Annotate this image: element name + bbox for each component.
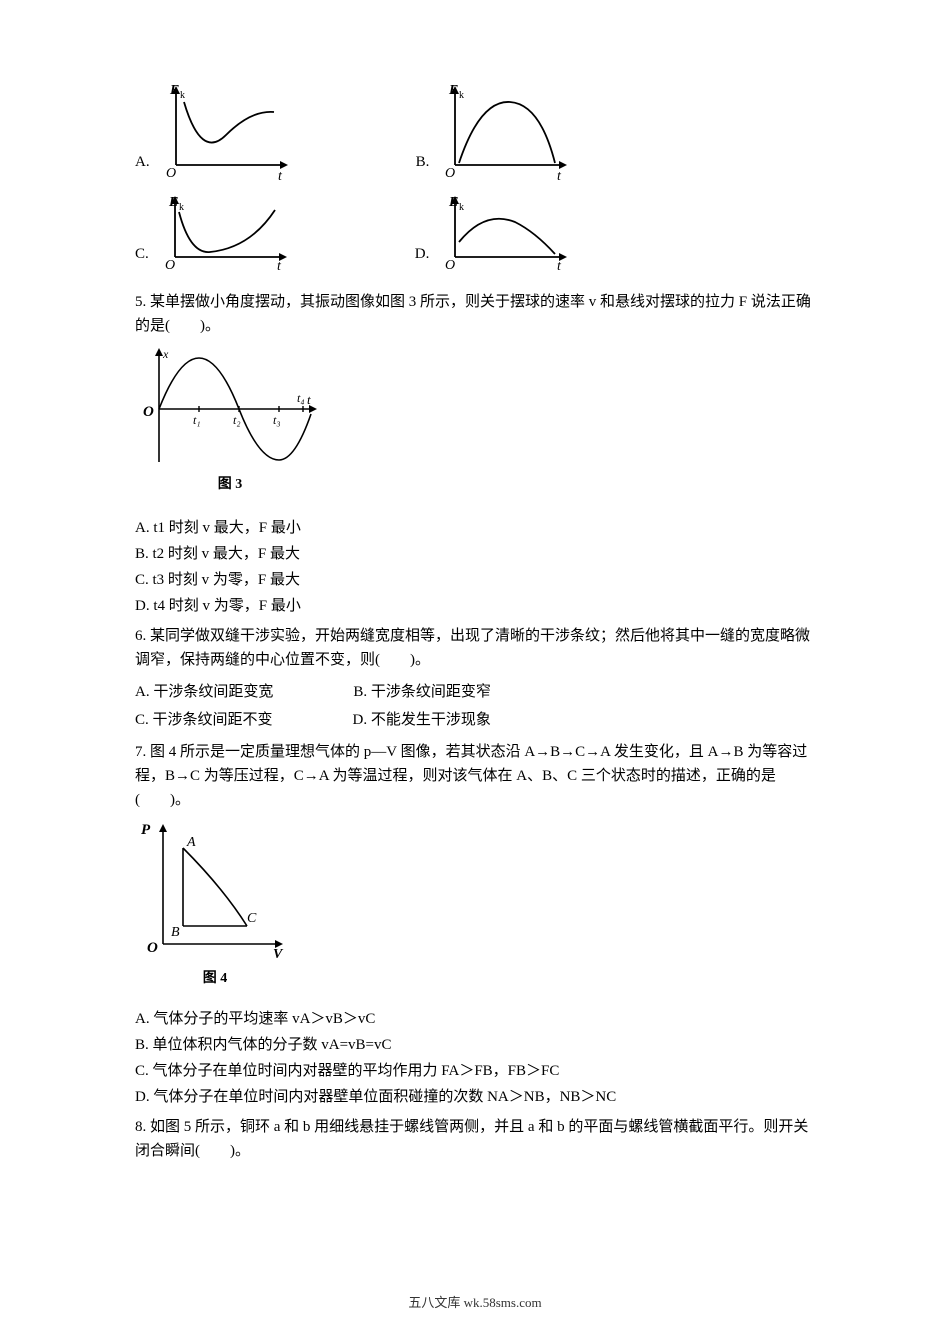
q5-text: 5. 某单摆做小角度摆动，其振动图像如图 3 所示，则关于摆球的速率 v 和悬线… xyxy=(135,290,815,338)
svg-text:V: V xyxy=(273,947,284,962)
q6-option-d: D. 不能发生干涉现象 xyxy=(353,708,491,732)
q8-text: 8. 如图 5 所示，铜环 a 和 b 用细线悬挂于螺线管两侧，并且 a 和 b… xyxy=(135,1115,815,1163)
q4-option-a-label: A. xyxy=(135,150,150,180)
q6-text: 6. 某同学做双缝干涉实验，开始两缝宽度相等，出现了清晰的干涉条纹；然后他将其中… xyxy=(135,624,815,672)
q6-option-b: B. 干涉条纹间距变窄 xyxy=(353,680,491,704)
q4-option-b-label: B. xyxy=(416,150,430,180)
q4-graph-d: Ek O t xyxy=(435,192,575,272)
q6-options-row1: A. 干涉条纹间距变宽 B. 干涉条纹间距变窄 xyxy=(135,678,815,706)
svg-text:O: O xyxy=(147,940,158,956)
q4-graph-b: Ek O t xyxy=(435,80,575,180)
q4-option-b-block: B. Ek O t xyxy=(416,80,576,180)
svg-text:t₂: t₂ xyxy=(233,413,241,427)
svg-text:t: t xyxy=(278,169,283,180)
svg-text:x: x xyxy=(162,347,169,361)
svg-text:t: t xyxy=(277,259,282,272)
svg-text:O: O xyxy=(165,258,175,272)
svg-text:t₁: t₁ xyxy=(193,413,201,427)
svg-text:O: O xyxy=(143,404,154,420)
svg-text:O: O xyxy=(166,166,176,180)
svg-text:B: B xyxy=(171,925,180,940)
q4-option-d-block: D. Ek O t xyxy=(415,192,576,272)
svg-text:k: k xyxy=(459,90,464,101)
q4-graph-a: Ek O t xyxy=(156,80,296,180)
q5-sine-graph: x t O t₁ t₂ t₃ t₄ xyxy=(135,344,325,474)
q7-option-d: D. 气体分子在单位时间内对器壁单位面积碰撞的次数 NA＞NB，NB＞NC xyxy=(135,1085,815,1109)
svg-text:O: O xyxy=(445,258,455,272)
q4-option-d-label: D. xyxy=(415,242,430,272)
q7-text: 7. 图 4 所示是一定质量理想气体的 p—V 图像，若其状态沿 A→B→C→A… xyxy=(135,740,815,812)
svg-text:A: A xyxy=(186,835,196,850)
q4-row-1: A. Ek O t B. Ek O t xyxy=(135,80,815,180)
q5-option-c: C. t3 时刻 v 为零，F 最大 xyxy=(135,568,815,592)
svg-text:t₄: t₄ xyxy=(297,391,305,405)
q7-option-c: C. 气体分子在单位时间内对器壁的平均作用力 FA＞FB，FB＞FC xyxy=(135,1059,815,1083)
q6-options-row2: C. 干涉条纹间距不变 D. 不能发生干涉现象 xyxy=(135,706,815,734)
svg-text:k: k xyxy=(179,202,184,213)
svg-text:O: O xyxy=(445,166,455,180)
svg-text:t: t xyxy=(557,259,562,272)
q5-option-a: A. t1 时刻 v 最大，F 最小 xyxy=(135,516,815,540)
exam-page: A. Ek O t B. Ek O t xyxy=(0,0,950,1344)
q7-pv-graph: P V O A B C xyxy=(135,818,295,968)
svg-text:t: t xyxy=(557,169,562,180)
q5-option-d: D. t4 时刻 v 为零，F 最小 xyxy=(135,594,815,618)
svg-text:t₃: t₃ xyxy=(273,413,281,427)
q4-option-c-block: C. Ek O t xyxy=(135,192,295,272)
svg-text:C: C xyxy=(247,911,257,926)
q5-figure: x t O t₁ t₂ t₃ t₄ 图 3 xyxy=(135,344,815,496)
q4-option-c-label: C. xyxy=(135,242,149,272)
q7-option-a: A. 气体分子的平均速率 vA＞vB＞vC xyxy=(135,1007,815,1031)
q4-option-a-block: A. Ek O t xyxy=(135,80,296,180)
q7-option-b: B. 单位体积内气体的分子数 vA=vB=vC xyxy=(135,1033,815,1057)
svg-text:k: k xyxy=(180,90,185,101)
q6-option-c: C. 干涉条纹间距不变 xyxy=(135,708,273,732)
page-footer: 五八文库 wk.58sms.com xyxy=(0,1293,950,1314)
svg-text:t: t xyxy=(307,392,311,407)
svg-text:P: P xyxy=(141,822,151,838)
q5-option-b: B. t2 时刻 v 最大，F 最大 xyxy=(135,542,815,566)
q5-figure-caption: 图 3 xyxy=(135,474,325,496)
q7-figure-caption: 图 4 xyxy=(135,968,295,990)
svg-text:k: k xyxy=(459,202,464,213)
q4-row-2: C. Ek O t D. Ek O t xyxy=(135,192,815,272)
q7-figure: P V O A B C 图 4 xyxy=(135,818,815,990)
q4-graph-c: Ek O t xyxy=(155,192,295,272)
q6-option-a: A. 干涉条纹间距变宽 xyxy=(135,680,273,704)
